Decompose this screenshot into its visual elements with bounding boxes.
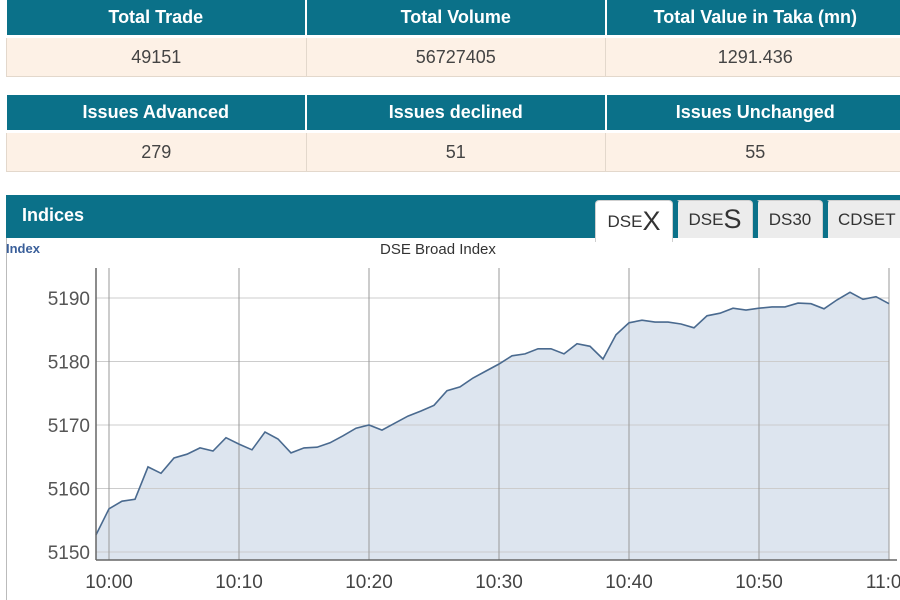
header-issues-advanced: Issues Advanced	[6, 95, 307, 133]
x-tick-label: 10:20	[345, 572, 393, 593]
issues-unchanged-value: 55	[605, 131, 900, 172]
total-volume-value: 56727405	[305, 36, 606, 77]
tab-dsex[interactable]: DSE X	[595, 200, 673, 242]
header-total-trade: Total Trade	[6, 0, 307, 38]
y-axis-label: Index	[6, 241, 40, 256]
chart-frame	[6, 238, 900, 600]
tab-dses[interactable]: DSE S	[675, 200, 753, 238]
header-total-volume: Total Volume	[306, 0, 607, 38]
tab-dsex-suffix: X	[642, 206, 661, 236]
x-tick-label: 10:50	[735, 572, 783, 593]
tab-cdset[interactable]: CDSET	[825, 200, 900, 238]
header-issues-unchanged: Issues Unchanged	[605, 95, 900, 133]
y-tick-label: 5170	[48, 416, 90, 437]
y-tick-label: 5190	[48, 289, 90, 310]
series-line	[95, 291, 890, 536]
indices-title: Indices	[22, 205, 85, 225]
tab-ds30[interactable]: DS30	[755, 200, 823, 238]
x-tick-label: 10:10	[215, 572, 263, 593]
y-tick-label: 5180	[48, 353, 90, 374]
x-tick-label: 10:30	[475, 572, 523, 593]
tab-cdset-label: CDSET	[838, 209, 896, 229]
series-area	[96, 292, 889, 560]
x-tick-label: 10:00	[85, 572, 133, 593]
x-tick-label: 10:40	[605, 572, 653, 593]
tab-dses-suffix: S	[723, 204, 742, 234]
market-summary-table: Total Trade Total Volume Total Value in …	[6, 0, 900, 77]
total-value-taka: 1291.436	[605, 36, 900, 77]
chart-title: DSE Broad Index	[380, 241, 496, 258]
issues-advanced-value: 279	[6, 131, 307, 172]
header-total-value: Total Value in Taka (mn)	[605, 0, 900, 38]
issues-declined-value: 51	[305, 131, 606, 172]
total-trade-value: 49151	[6, 36, 307, 77]
indices-header: Indices DSE X DSE S DS30 CDSET	[6, 195, 900, 242]
issues-summary-table: Issues Advanced Issues declined Issues U…	[6, 95, 900, 172]
y-tick-label: 5160	[48, 480, 90, 501]
header-issues-declined: Issues declined	[306, 95, 607, 133]
y-tick-label: 5150	[48, 543, 90, 564]
x-tick-label: 11:00	[866, 572, 900, 593]
tab-dsex-prefix: DSE	[607, 211, 643, 231]
tab-ds30-label: DS30	[768, 209, 812, 229]
tab-dses-prefix: DSE	[688, 209, 724, 229]
